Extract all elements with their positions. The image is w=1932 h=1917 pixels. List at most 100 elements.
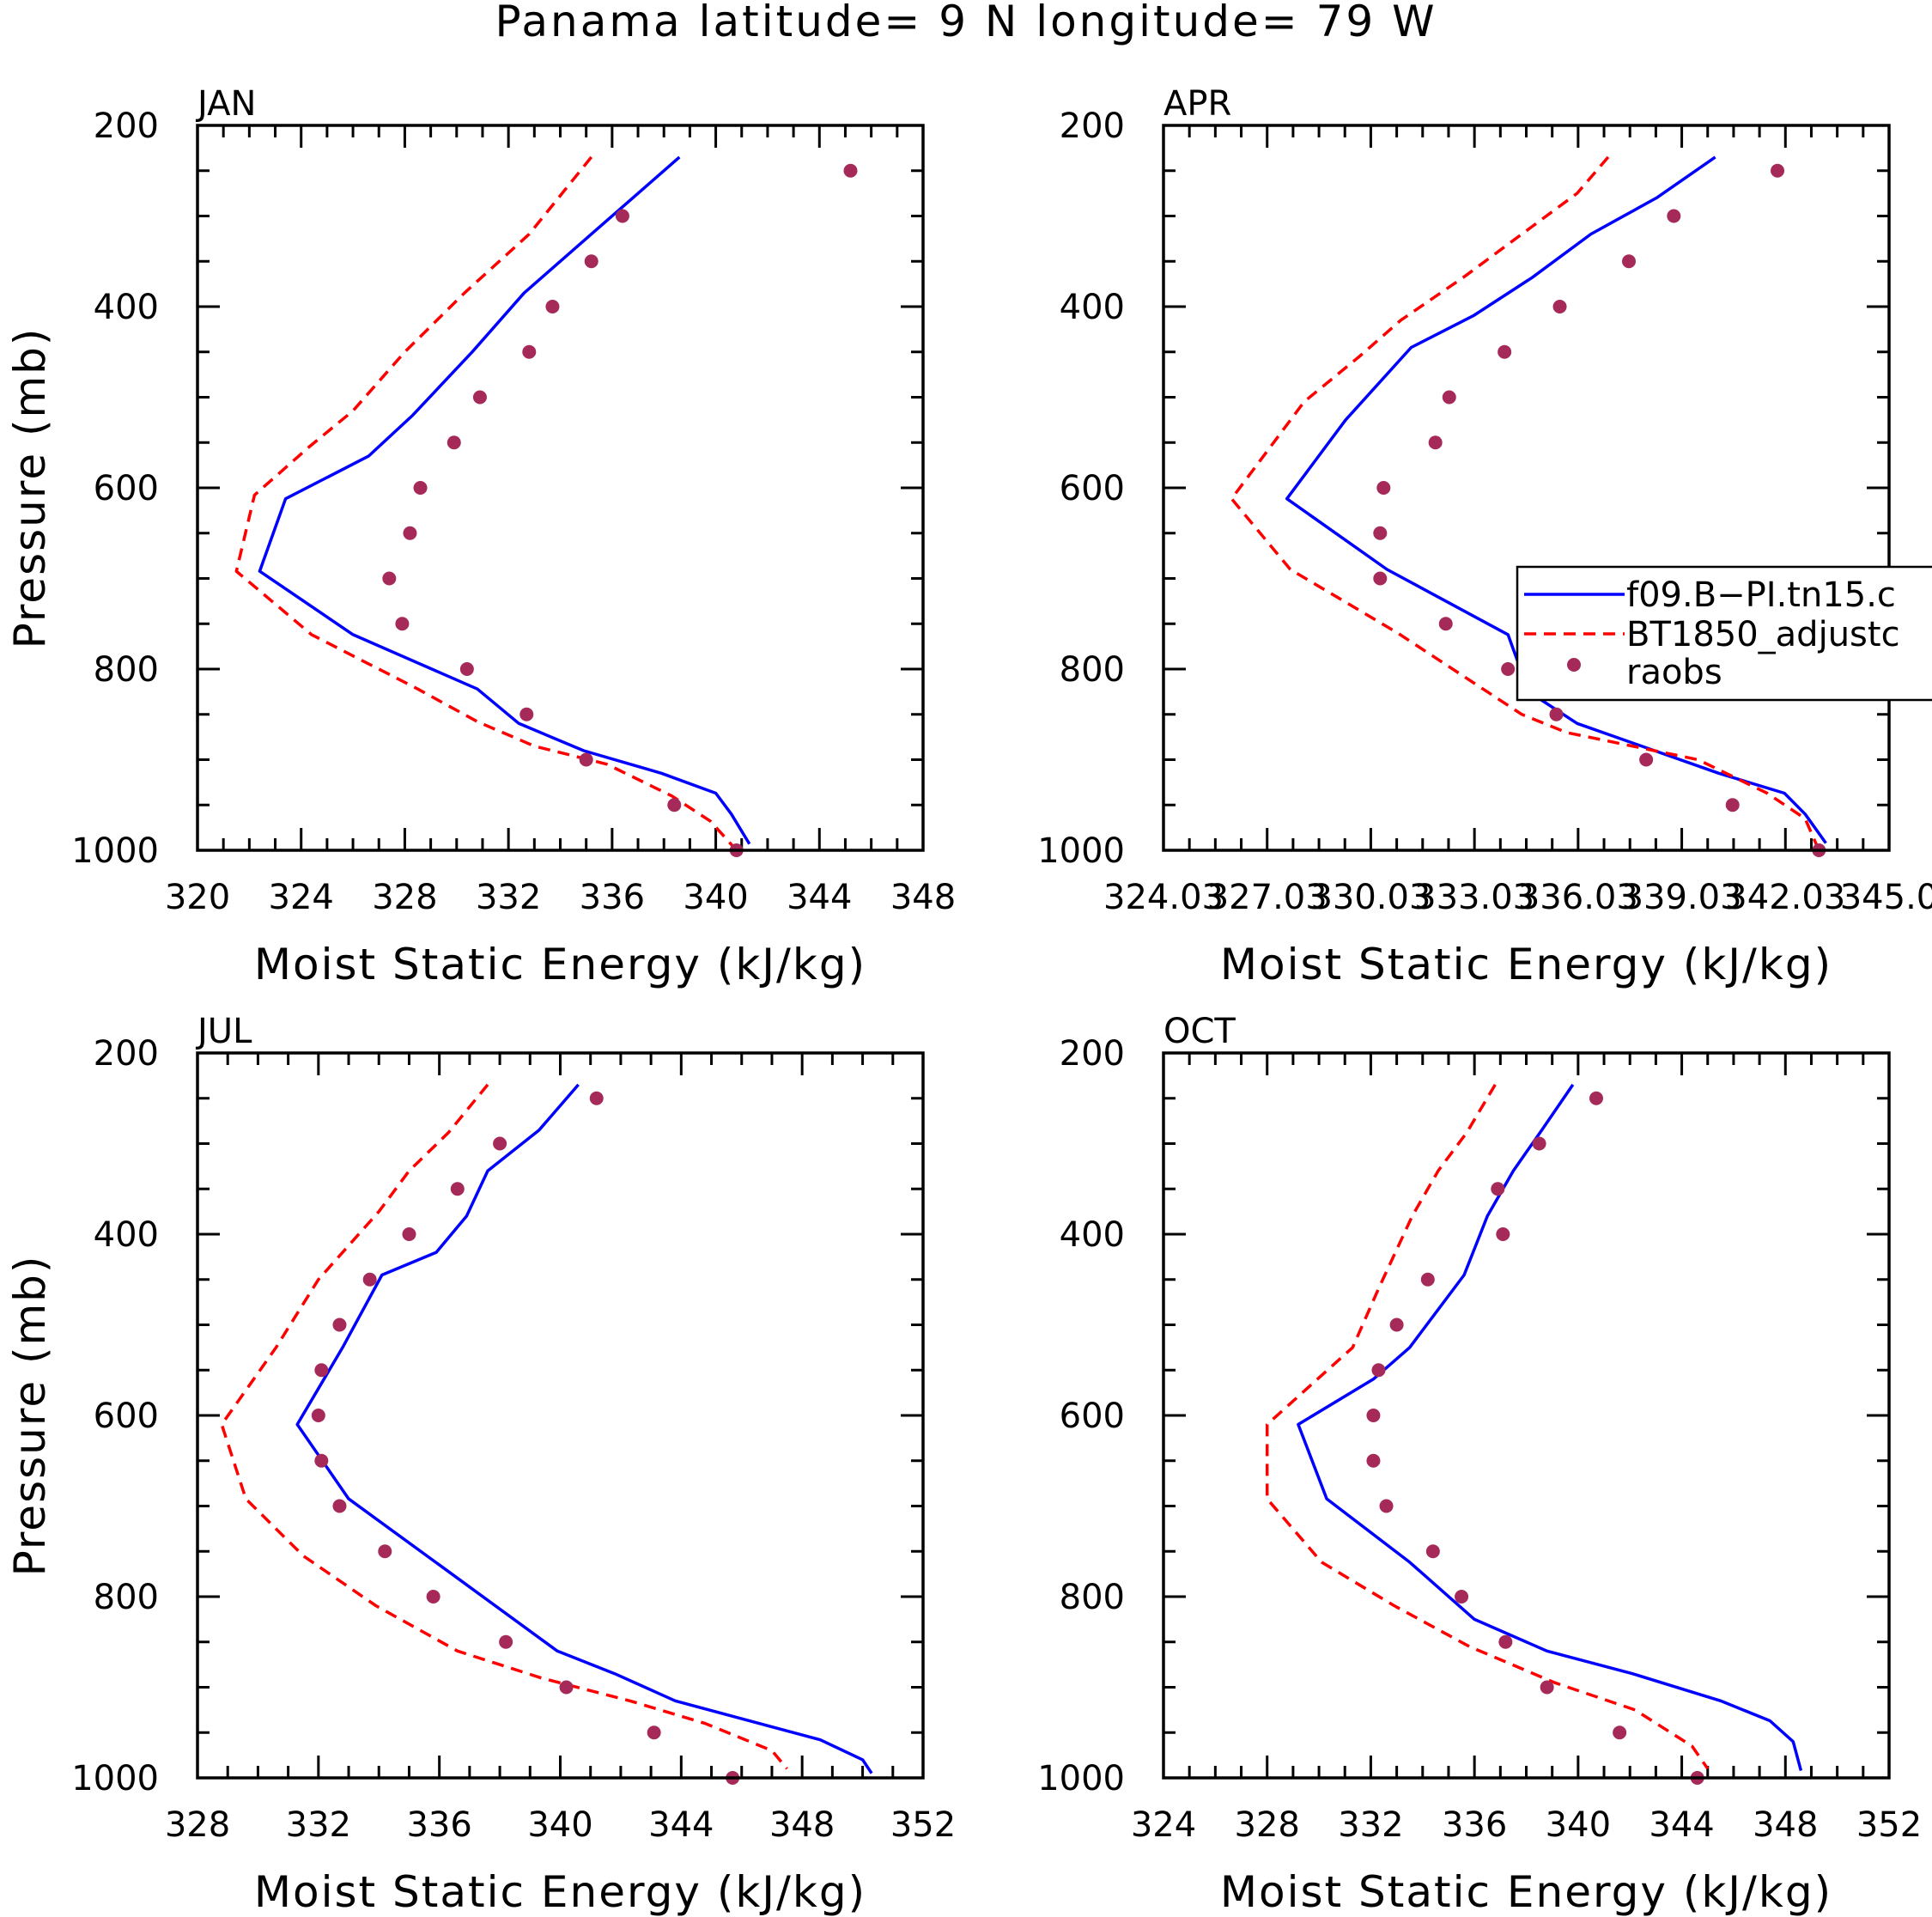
raobs-point xyxy=(559,1680,574,1695)
y-tick-label: 400 xyxy=(94,1215,159,1255)
adjusted-line xyxy=(220,1083,788,1770)
panel-apr-month-label: APR xyxy=(1163,84,1231,124)
x-tick-label: 352 xyxy=(1856,1805,1922,1845)
raobs-point xyxy=(1442,390,1456,405)
x-axis-label: Moist Static Energy (kJ/kg) xyxy=(1220,940,1832,989)
raobs-point xyxy=(314,1363,329,1378)
model-line xyxy=(1285,155,1827,844)
raobs-point xyxy=(447,435,461,450)
y-tick-label: 1000 xyxy=(71,1759,159,1798)
raobs-point xyxy=(545,300,560,313)
raobs-point xyxy=(1366,1453,1381,1468)
y-tick-label: 800 xyxy=(94,650,159,690)
x-tick-label: 327.03 xyxy=(1207,878,1327,917)
raobs-point xyxy=(499,1634,513,1649)
raobs-point xyxy=(615,209,629,223)
raobs-point xyxy=(403,526,417,540)
raobs-point xyxy=(1622,254,1637,269)
raobs-point xyxy=(1455,1590,1469,1604)
raobs-point xyxy=(1552,300,1567,313)
x-tick-label: 340 xyxy=(683,878,748,917)
raobs-point xyxy=(843,163,858,178)
raobs-point xyxy=(450,1182,465,1196)
x-axis-label: Moist Static Energy (kJ/kg) xyxy=(254,1867,866,1917)
raobs-point xyxy=(1428,435,1443,450)
model-line xyxy=(1297,1083,1803,1772)
y-tick-label: 400 xyxy=(1060,288,1125,327)
x-tick-label: 339.03 xyxy=(1622,878,1742,917)
raobs-point xyxy=(519,707,534,721)
raobs-point xyxy=(1667,209,1681,223)
raobs-point xyxy=(1498,1634,1513,1649)
x-tick-label: 332 xyxy=(476,878,541,917)
raobs-point xyxy=(1376,481,1391,495)
raobs-point xyxy=(1496,1227,1510,1241)
raobs-point xyxy=(1501,662,1516,676)
panel-frame xyxy=(196,124,925,852)
raobs-point xyxy=(1373,526,1388,540)
y-tick-label: 600 xyxy=(1060,1397,1125,1436)
x-tick-label: 345.0 xyxy=(1840,878,1932,917)
x-tick-label: 333.03 xyxy=(1414,878,1534,917)
raobs-point xyxy=(1389,1318,1404,1332)
x-tick-label: 336 xyxy=(1442,1805,1507,1845)
y-tick-label: 600 xyxy=(94,1397,159,1436)
raobs-point xyxy=(332,1318,347,1332)
raobs-point xyxy=(1379,1499,1394,1513)
panel-apr: APR 200 400 600 800 1000 324.03327.03330.03333… xyxy=(1037,84,1932,989)
figure-title: Panama latitude= 9 N longitude= 79 W xyxy=(495,0,1437,46)
x-tick-label: 328 xyxy=(372,878,437,917)
raobs-point xyxy=(1498,344,1512,359)
legend-model-label: f09.B−PI.tn15.c xyxy=(1626,575,1896,615)
legend-adjusted-label: BT1850_adjustc xyxy=(1626,615,1900,654)
raobs-point xyxy=(1639,752,1654,767)
x-tick-label: 348 xyxy=(1753,1805,1818,1845)
panel-oct-month-label: OCT xyxy=(1163,1012,1236,1051)
raobs-point xyxy=(584,254,598,269)
y-axis-label: Pressure (mb) xyxy=(5,1255,55,1577)
model-line xyxy=(295,1083,873,1774)
y-tick-label: 200 xyxy=(94,106,159,146)
x-tick-label: 332 xyxy=(1338,1805,1403,1845)
raobs-point xyxy=(589,1091,604,1105)
y-tick-label: 800 xyxy=(94,1578,159,1617)
raobs-point xyxy=(362,1272,377,1287)
x-tick-label: 324 xyxy=(269,878,334,917)
y-tick-label: 600 xyxy=(1060,469,1125,508)
raobs-point xyxy=(472,390,487,405)
raobs-point xyxy=(382,571,397,586)
raobs-point xyxy=(1366,1409,1381,1422)
y-tick-label: 200 xyxy=(94,1034,159,1074)
x-tick-label: 324 xyxy=(1131,1805,1196,1845)
raobs-point xyxy=(1438,617,1453,631)
y-tick-label: 600 xyxy=(94,469,159,508)
raobs-point xyxy=(1725,798,1740,812)
x-tick-label: 330.03 xyxy=(1310,878,1431,917)
raobs-point xyxy=(1771,163,1785,178)
y-tick-label: 1000 xyxy=(1037,1759,1125,1798)
raobs-point xyxy=(1373,571,1388,586)
x-tick-label: 332 xyxy=(286,1805,351,1845)
x-tick-label: 336 xyxy=(406,1805,471,1845)
x-tick-label: 344 xyxy=(648,1805,714,1845)
raobs-point xyxy=(1371,1363,1386,1378)
y-tick-label: 800 xyxy=(1060,650,1125,690)
model-line xyxy=(258,155,751,845)
legend-raobs-swatch xyxy=(1567,658,1581,672)
x-tick-label: 344 xyxy=(787,878,852,917)
raobs-point xyxy=(579,752,593,767)
raobs-point xyxy=(1589,1091,1603,1105)
y-tick-label: 1000 xyxy=(71,831,159,871)
x-tick-label: 340 xyxy=(527,1805,592,1845)
raobs-point xyxy=(522,344,537,359)
raobs-point xyxy=(1540,1680,1554,1695)
panel-frame xyxy=(196,1051,925,1780)
x-tick-label: 328 xyxy=(1235,1805,1300,1845)
panel-frame xyxy=(1162,1051,1891,1780)
raobs-point xyxy=(1532,1136,1546,1151)
